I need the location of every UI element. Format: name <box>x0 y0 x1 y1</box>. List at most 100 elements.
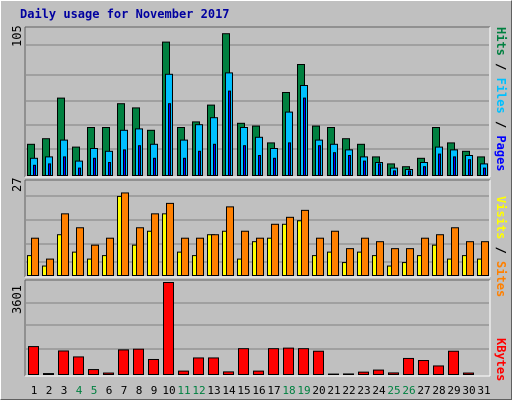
kbytes-bar <box>373 369 384 376</box>
day-label: 9 <box>151 384 158 397</box>
day-label: 15 <box>237 384 250 397</box>
sites-bar <box>181 237 189 276</box>
pages-bar <box>198 150 201 177</box>
pages-bar <box>33 164 36 177</box>
kbytes-bar <box>253 370 264 376</box>
sites-bar <box>256 237 264 276</box>
sites-bar <box>151 213 159 276</box>
pages-bar <box>258 155 261 176</box>
kbytes-bar <box>58 350 69 375</box>
day-label: 19 <box>297 384 310 397</box>
pages-bar <box>318 145 321 176</box>
kbytes-bar <box>403 357 414 376</box>
sites-axis-max-label: 27 <box>10 177 24 192</box>
day-label: 22 <box>342 384 355 397</box>
sites-bar <box>316 237 324 276</box>
sites-bar <box>31 237 39 276</box>
kbytes-bar <box>448 350 459 376</box>
pages-bar <box>168 103 171 176</box>
kbytes-bar <box>313 350 324 376</box>
kbytes-bar <box>133 348 144 375</box>
day-label: 31 <box>477 384 490 397</box>
visits-sites-legend: Visits / Sites <box>494 196 508 297</box>
day-label: 5 <box>91 384 98 397</box>
legend-sep: / <box>494 55 508 78</box>
legend-sites: Sites <box>494 261 508 298</box>
sites-bar <box>91 244 99 277</box>
sites-bar <box>361 237 369 276</box>
day-label: 7 <box>121 384 128 397</box>
day-label: 24 <box>372 384 386 397</box>
sites-bar <box>166 202 174 276</box>
day-label: 23 <box>357 384 370 397</box>
kbytes-bar <box>148 358 159 376</box>
day-label: 30 <box>462 384 475 397</box>
pages-bar <box>243 145 246 176</box>
kbytes-legend: KBytes <box>494 338 508 381</box>
hits-axis-max-label: 105 <box>10 25 24 47</box>
sites-bar <box>406 248 414 276</box>
chart-title: Daily usage for November 2017 <box>20 7 230 21</box>
kbytes-bar <box>388 372 399 376</box>
sites-bar <box>391 248 399 276</box>
sites-bar <box>301 209 309 276</box>
legend-kbytes: KBytes <box>494 338 508 382</box>
day-label: 20 <box>312 384 325 397</box>
sites-bar <box>346 248 354 276</box>
pages-bar <box>78 167 81 177</box>
pages-bar <box>453 156 456 176</box>
day-label: 28 <box>432 384 445 397</box>
day-label: 12 <box>192 384 205 397</box>
day-label: 27 <box>417 384 430 397</box>
legend-sep: / <box>494 113 508 136</box>
day-label: 6 <box>106 384 113 397</box>
kbytes-bar <box>223 371 234 376</box>
day-label: 10 <box>162 384 175 397</box>
legend-pages: Pages <box>494 135 508 172</box>
pages-bar <box>213 143 216 177</box>
day-label: 2 <box>46 384 53 397</box>
pages-bar <box>153 157 156 177</box>
pages-bar <box>423 166 426 176</box>
kbytes-bar <box>28 346 39 376</box>
pages-bar <box>48 163 51 176</box>
day-label: 4 <box>76 384 83 397</box>
day-label: 16 <box>252 384 265 397</box>
sites-bar <box>76 227 84 277</box>
sites-bar <box>136 227 144 277</box>
pages-bar <box>438 153 441 177</box>
hits-files-pages-legend: Hits / Files / Pages <box>494 27 508 172</box>
pages-bar <box>303 97 306 176</box>
sites-bar <box>196 237 204 276</box>
kbytes-bar <box>208 357 219 375</box>
legend-files: Files <box>494 77 508 114</box>
pages-bar <box>108 162 111 176</box>
kbytes-bar <box>433 365 444 376</box>
pages-bar <box>378 163 381 176</box>
kbytes-axis-max-label: 3601 <box>10 285 24 314</box>
day-label: 11 <box>177 384 190 397</box>
day-label: 14 <box>222 384 236 397</box>
pages-bar <box>483 167 486 177</box>
pages-bar <box>468 159 471 176</box>
kbytes-bar <box>118 349 129 375</box>
sites-bar <box>46 258 54 276</box>
sites-bar <box>481 241 489 276</box>
pages-bar <box>138 145 141 176</box>
kbytes-bar <box>418 360 429 375</box>
kbytes-bar <box>463 372 474 375</box>
day-label: 8 <box>136 384 143 397</box>
day-label: 1 <box>31 384 38 397</box>
pages-bar <box>348 155 351 176</box>
sites-bar <box>106 237 114 276</box>
sites-bar <box>331 230 339 276</box>
sites-bar <box>121 192 129 276</box>
pages-bar <box>93 157 96 177</box>
day-label: 3 <box>61 384 68 397</box>
kbytes-bar <box>193 357 204 375</box>
sites-bar <box>466 241 474 276</box>
kbytes-bar <box>88 369 99 376</box>
legend-sep: / <box>494 239 508 262</box>
